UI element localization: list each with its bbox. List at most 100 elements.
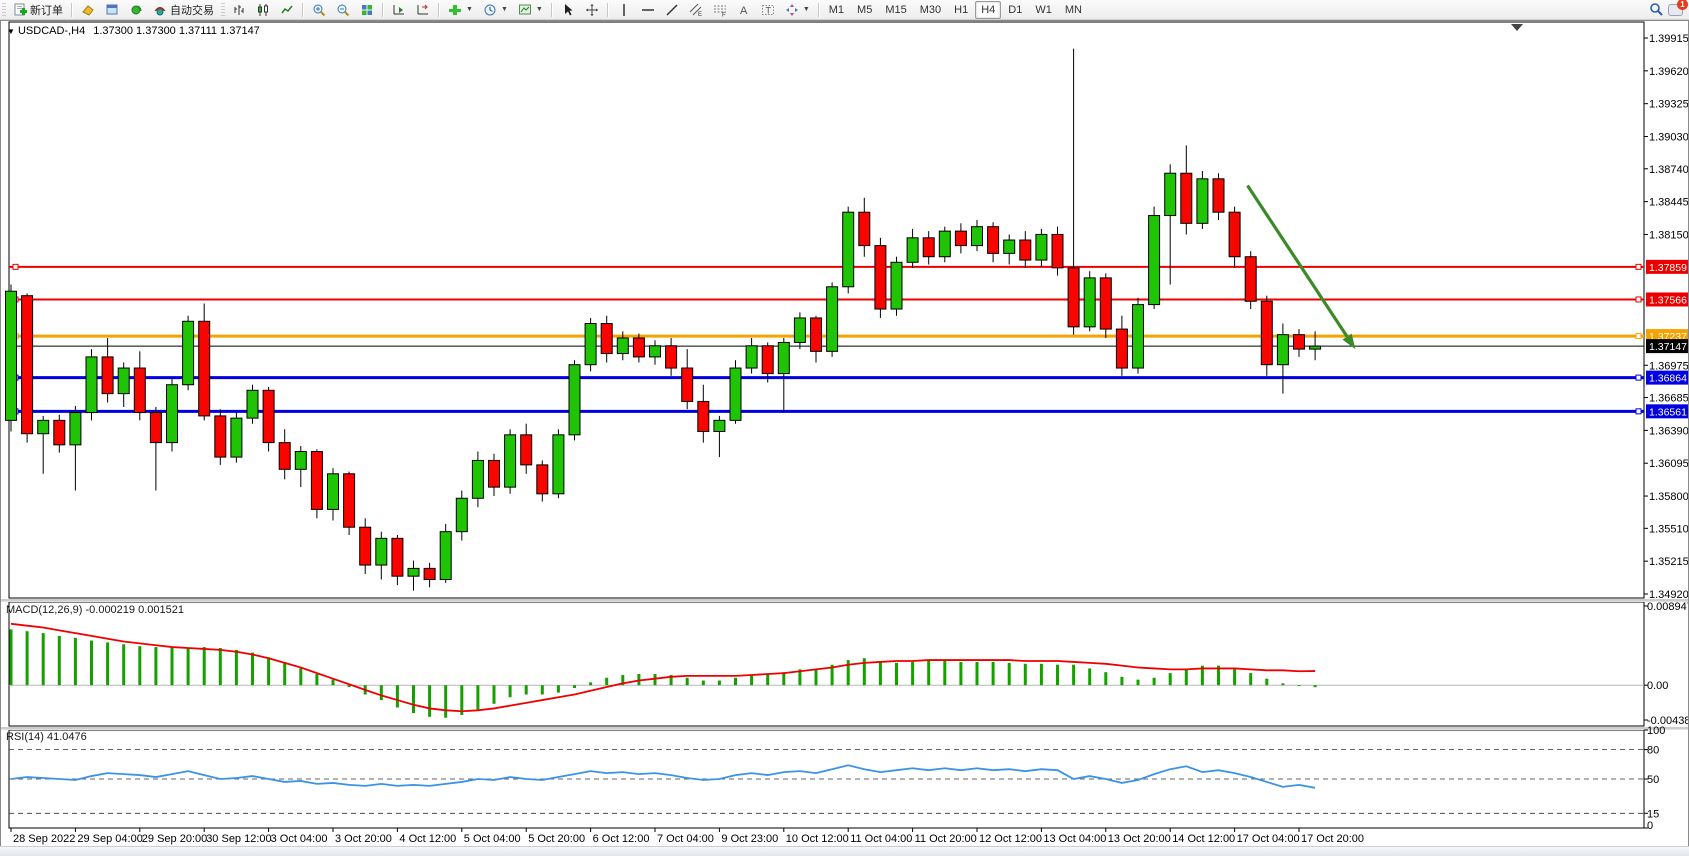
price-tick-label: 1.36390	[1649, 425, 1688, 437]
price-tick-label: 1.36975	[1649, 360, 1688, 372]
timeframe-button-D1[interactable]: D1	[1008, 3, 1023, 16]
chart-canvas[interactable]: 1.39915 1.39620 1.39325 1.39030 1.38740 1.384…	[1, 21, 1688, 847]
candle-body	[874, 245, 887, 310]
macd-pane[interactable]	[8, 601, 1645, 727]
price-tick-label: 1.39620	[1649, 66, 1688, 78]
timeframe-button-H1[interactable]: H1	[954, 3, 969, 16]
auto-scroll-button[interactable]	[387, 0, 411, 20]
chart-shift-marker[interactable]	[1511, 24, 1523, 31]
autotrading-button[interactable]: 自动交易	[148, 0, 219, 20]
price-tick-label: 1.39915	[1649, 33, 1688, 45]
trend-arrow-annotation[interactable]	[1246, 184, 1356, 350]
timeframe-button-M15[interactable]: M15	[885, 3, 907, 16]
zoom-in-button[interactable]	[307, 0, 331, 20]
notifications-button[interactable]: 1	[1668, 0, 1688, 16]
candle-body	[21, 295, 34, 435]
rsi-tick-label: 50	[1647, 774, 1659, 786]
candle-body	[262, 389, 275, 444]
candle-body	[1276, 334, 1289, 366]
tile-windows-icon	[362, 4, 372, 15]
candle-body	[198, 320, 211, 417]
macd-indicator-label: MACD(12,26,9) -0.000219 0.001521	[6, 604, 184, 616]
fibonacci-icon: F	[713, 5, 726, 17]
line-chart-button[interactable]	[275, 0, 299, 20]
price-tick-label: 1.35800	[1649, 491, 1688, 503]
rsi-name: RSI(14)	[6, 731, 44, 743]
line-handle[interactable]	[1635, 408, 1642, 415]
line-handle[interactable]	[12, 263, 19, 270]
candlestick-chart-button[interactable]	[251, 0, 275, 20]
candle-body	[761, 345, 774, 375]
text-button[interactable]: A	[732, 0, 756, 20]
candle-body	[1003, 239, 1016, 254]
arrows-button[interactable]: ▼	[780, 0, 815, 20]
metaeditor-button[interactable]	[76, 0, 100, 20]
equidistant-channel-button[interactable]: E	[684, 0, 708, 20]
candle-body	[294, 451, 307, 470]
candle-body	[826, 286, 839, 352]
cursor-button[interactable]	[556, 0, 580, 20]
price-badge-label: 1.36864	[1649, 373, 1687, 385]
time-tick-label: 5 Oct 20:00	[528, 833, 585, 845]
price-tick-label: 1.39030	[1649, 132, 1688, 144]
candle-body	[649, 345, 661, 358]
bar-chart-button[interactable]	[227, 0, 251, 20]
candle-body	[471, 459, 484, 499]
timeframe-button-MN[interactable]: MN	[1064, 3, 1082, 16]
timeframe-button-W1[interactable]: W1	[1035, 3, 1052, 16]
line-handle[interactable]	[1635, 333, 1642, 340]
horizontal-line-icon	[641, 8, 654, 11]
templates-button[interactable]: ▼	[513, 0, 548, 20]
tile-windows-button[interactable]	[355, 0, 379, 20]
search-icon[interactable]	[1649, 2, 1664, 17]
symbol-dropdown-icon[interactable]: ▼	[7, 27, 15, 36]
toolbar-separator	[606, 2, 609, 17]
text-label-button[interactable]: T	[756, 0, 780, 20]
candle-body	[1228, 211, 1241, 258]
cursor-icon	[564, 3, 573, 15]
macd-tick-label: 0.008947	[1647, 601, 1688, 613]
timeframe-button-M30[interactable]: M30	[919, 3, 942, 16]
toolbar-grip[interactable]	[2, 2, 6, 17]
chart-shift-button[interactable]	[411, 0, 435, 20]
line-handle[interactable]	[1635, 263, 1642, 270]
toolbar-separator	[71, 2, 73, 17]
crosshair-button[interactable]	[580, 0, 604, 20]
indicators-button[interactable]: ▼	[443, 0, 478, 20]
line-handle[interactable]	[1635, 296, 1642, 303]
timeframe-button-M5[interactable]: M5	[857, 3, 873, 16]
fibonacci-button[interactable]: F	[708, 0, 732, 20]
price-badge	[1646, 292, 1688, 307]
candle-body	[391, 537, 404, 577]
periods-button[interactable]: ▼	[478, 0, 513, 20]
time-tick-label: 5 Oct 04:00	[464, 833, 521, 845]
rsi-indicator-label: RSI(14) 41.0476	[6, 731, 87, 743]
timeframe-button-H4[interactable]: H4	[975, 0, 1002, 19]
horizontal-line-button[interactable]	[636, 0, 660, 20]
rsi-tick-label: 0	[1647, 820, 1653, 832]
line-handle[interactable]	[1635, 374, 1642, 381]
market-watch-button[interactable]	[100, 0, 124, 20]
vertical-line-icon	[623, 3, 625, 16]
candle-body	[665, 345, 678, 369]
trendline-button[interactable]	[660, 0, 684, 20]
svg-text:T: T	[765, 5, 771, 15]
candle-body	[858, 211, 871, 247]
candle-body	[1051, 233, 1064, 269]
candle-body	[600, 323, 613, 355]
price-tick-label: 1.35215	[1649, 556, 1688, 568]
signals-button[interactable]	[124, 0, 148, 20]
time-tick-label: 11 Oct 20:00	[915, 833, 977, 845]
timeframe-button-M1[interactable]: M1	[828, 3, 845, 16]
candle-body	[214, 415, 227, 458]
toolbar-separator	[382, 2, 384, 17]
chart-window: ▼ USDCAD-,H4 1.37300 1.37300 1.37111 1.3…	[0, 20, 1689, 848]
indicators-icon	[449, 4, 461, 15]
new-order-button[interactable]: 新订单	[8, 0, 68, 20]
vertical-line-button[interactable]	[612, 0, 636, 20]
candle-body	[149, 412, 162, 444]
toolbar-grip[interactable]	[221, 2, 225, 17]
price-badge-label: 1.37566	[1649, 294, 1687, 306]
zoom-out-button[interactable]	[331, 0, 355, 20]
